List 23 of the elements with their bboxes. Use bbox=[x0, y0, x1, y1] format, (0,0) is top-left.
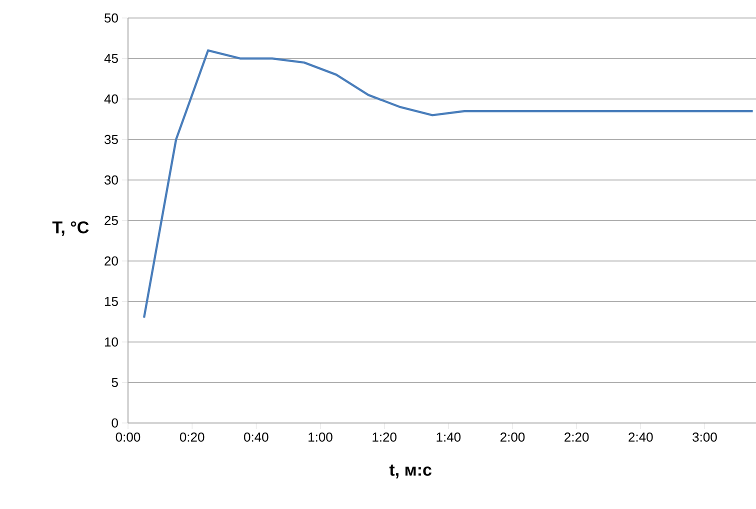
x-tick-label: 2:00 bbox=[500, 432, 525, 442]
y-tick-label: 25 bbox=[104, 216, 118, 226]
y-tick-label: 20 bbox=[104, 256, 118, 266]
x-tick-label: 1:40 bbox=[436, 432, 461, 442]
x-tick-label: 0:00 bbox=[116, 432, 140, 442]
y-tick-label: 40 bbox=[104, 94, 118, 104]
x-tick-label: 1:00 bbox=[308, 432, 332, 442]
x-tick-label: 2:20 bbox=[564, 432, 589, 442]
y-axis-title: T, °C bbox=[52, 221, 89, 236]
y-tick-label: 30 bbox=[104, 175, 118, 185]
x-tick-label: 0:20 bbox=[180, 432, 204, 442]
y-tick-label: 35 bbox=[104, 134, 118, 144]
y-tick-label: 0 bbox=[112, 418, 118, 428]
y-tick-label: 45 bbox=[104, 54, 118, 64]
x-tick-label: 2:40 bbox=[628, 432, 653, 442]
y-tick-label: 50 bbox=[104, 13, 118, 23]
x-tick-label: 1:20 bbox=[372, 432, 396, 442]
y-tick-label: 15 bbox=[105, 296, 118, 306]
x-axis-title: t, м:с bbox=[389, 464, 432, 478]
y-tick-label: 10 bbox=[105, 337, 118, 347]
y-tick-label: 5 bbox=[112, 378, 118, 388]
x-tick-label: 0:40 bbox=[244, 432, 268, 442]
x-tick-label: 3:00 bbox=[692, 432, 717, 442]
